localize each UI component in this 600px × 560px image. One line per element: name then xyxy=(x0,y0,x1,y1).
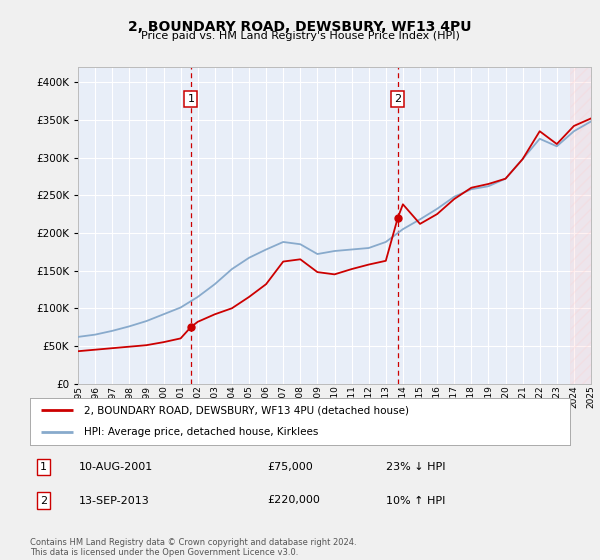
Text: 2, BOUNDARY ROAD, DEWSBURY, WF13 4PU (detached house): 2, BOUNDARY ROAD, DEWSBURY, WF13 4PU (de… xyxy=(84,405,409,416)
Text: 23% ↓ HPI: 23% ↓ HPI xyxy=(386,462,446,472)
Text: 2: 2 xyxy=(394,94,401,104)
Bar xyxy=(571,67,591,384)
Text: 13-SEP-2013: 13-SEP-2013 xyxy=(79,496,149,506)
Text: £75,000: £75,000 xyxy=(268,462,313,472)
Text: 1: 1 xyxy=(187,94,194,104)
Text: 2, BOUNDARY ROAD, DEWSBURY, WF13 4PU: 2, BOUNDARY ROAD, DEWSBURY, WF13 4PU xyxy=(128,20,472,34)
Text: 10% ↑ HPI: 10% ↑ HPI xyxy=(386,496,446,506)
Text: 10-AUG-2001: 10-AUG-2001 xyxy=(79,462,153,472)
Text: Contains HM Land Registry data © Crown copyright and database right 2024.
This d: Contains HM Land Registry data © Crown c… xyxy=(30,538,356,557)
Text: 2: 2 xyxy=(40,496,47,506)
Text: HPI: Average price, detached house, Kirklees: HPI: Average price, detached house, Kirk… xyxy=(84,427,319,437)
Text: 1: 1 xyxy=(40,462,47,472)
Text: £220,000: £220,000 xyxy=(268,496,320,506)
Text: Price paid vs. HM Land Registry's House Price Index (HPI): Price paid vs. HM Land Registry's House … xyxy=(140,31,460,41)
